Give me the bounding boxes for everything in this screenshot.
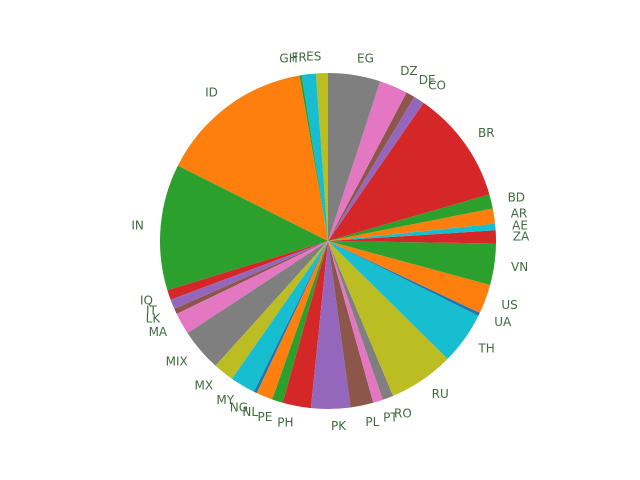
pie-slice-bd — [328, 194, 493, 241]
pie-label-it: IT — [146, 304, 158, 318]
pie-label-ma: MA — [149, 325, 168, 339]
pie-slice-mx — [215, 241, 328, 379]
pie-label-ph: PH — [277, 416, 293, 430]
pie-slice-ro — [328, 241, 394, 400]
pie-slice-es — [315, 73, 328, 241]
pie-slice-ma — [176, 241, 328, 334]
pie-slice-pk — [310, 241, 351, 409]
pie-label-iq: IQ — [140, 293, 153, 307]
pie-label-es: ES — [306, 49, 321, 63]
pie-label-bd: BD — [508, 190, 525, 204]
pie-label-mix: MIX — [166, 354, 188, 368]
pie-label-co: CO — [428, 79, 446, 93]
pie-slice-lk — [174, 241, 328, 314]
pie-label-nl: NL — [242, 405, 258, 419]
pie-slice-za — [328, 230, 497, 244]
pie-label-in: IN — [131, 219, 144, 233]
pie-label-ro: RO — [394, 407, 412, 421]
pie-slice-pe — [272, 241, 328, 403]
pie-slice-de — [328, 92, 415, 242]
pie-slice-mix — [187, 241, 328, 366]
pie-slice-fr — [301, 73, 328, 241]
pie-slice-id — [177, 75, 328, 241]
pie-slice-my — [231, 241, 328, 392]
pie-slice-vn — [328, 241, 496, 285]
pie-slice-pt — [328, 241, 383, 403]
pie-label-pk: PK — [331, 419, 347, 433]
pie-slices — [160, 73, 497, 409]
pie-slice-br — [328, 102, 490, 241]
pie-slice-gh — [299, 75, 328, 241]
pie-slice-ua — [328, 241, 480, 316]
pie-slice-th — [328, 241, 479, 359]
pie-label-br: BR — [478, 126, 495, 140]
pie-slice-dz — [328, 81, 407, 242]
pie-slice-in — [160, 165, 328, 291]
pie-slice-us — [328, 241, 491, 313]
pie-label-dz: DZ — [400, 64, 417, 78]
pie-label-ae: AE — [512, 219, 528, 233]
pie-label-ar: AR — [511, 206, 528, 220]
pie-label-za: ZA — [513, 229, 530, 243]
pie-label-my: MY — [216, 393, 234, 407]
pie-label-id: ID — [205, 86, 218, 100]
pie-slice-it — [170, 241, 328, 309]
pie-slice-ng — [253, 241, 328, 394]
pie-label-de: DE — [419, 73, 436, 87]
pie-label-ua: UA — [494, 315, 512, 329]
pie-label-pl: PL — [365, 415, 379, 429]
pie-label-mx: MX — [195, 379, 214, 393]
pie-slice-ph — [282, 241, 328, 409]
pie-label-eg: EG — [357, 51, 374, 65]
pie-label-us: US — [501, 298, 517, 312]
pie-label-pt: PT — [383, 410, 398, 424]
pie-slice-ar — [328, 208, 496, 241]
pie-slice-pl — [328, 241, 374, 408]
pie-label-fr: FR — [292, 50, 307, 64]
pie-label-lk: LK — [146, 311, 162, 325]
pie-label-th: TH — [477, 341, 494, 355]
pie-label-gh: GH — [279, 52, 297, 66]
pie-label-vn: VN — [511, 260, 528, 274]
pie-label-ng: NG — [230, 401, 248, 415]
pie-label-ru: RU — [432, 387, 449, 401]
pie-slice-co — [328, 96, 424, 241]
pie-slice-eg — [328, 73, 381, 241]
pie-slice-ae — [328, 223, 496, 241]
pie-slice-iq — [167, 241, 328, 300]
pie-slice-ru — [328, 241, 448, 396]
pie-slice-nl — [256, 241, 328, 400]
pie-label-pe: PE — [258, 410, 273, 424]
